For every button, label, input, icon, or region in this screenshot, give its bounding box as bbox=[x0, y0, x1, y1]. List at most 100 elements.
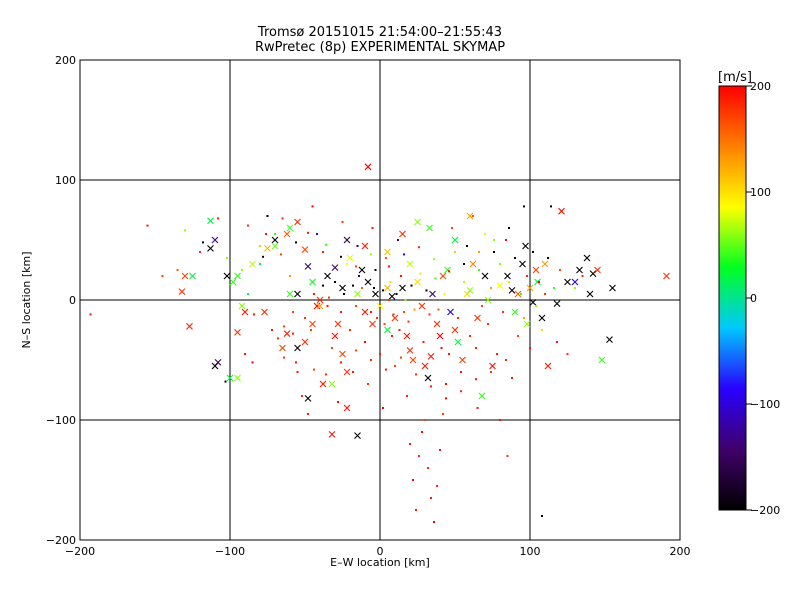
velocity-cross-marker bbox=[283, 230, 291, 238]
velocity-cross-marker bbox=[399, 230, 406, 238]
velocity-cross-marker bbox=[406, 347, 414, 354]
velocity-cross-marker bbox=[346, 254, 354, 262]
velocity-dot-marker bbox=[418, 246, 420, 249]
velocity-dot-marker bbox=[199, 251, 201, 253]
velocity-cross-marker bbox=[414, 218, 421, 226]
velocity-dot-marker bbox=[247, 224, 249, 227]
velocity-cross-marker bbox=[343, 404, 351, 412]
velocity-cross-marker bbox=[522, 242, 529, 250]
velocity-dot-marker bbox=[400, 356, 402, 359]
velocity-cross-marker bbox=[372, 290, 379, 298]
velocity-dot-marker bbox=[355, 349, 357, 352]
velocity-dot-marker bbox=[406, 395, 408, 397]
velocity-dot-marker bbox=[241, 269, 243, 271]
velocity-cross-marker bbox=[508, 287, 516, 294]
velocity-dot-marker bbox=[454, 251, 456, 253]
velocity-cross-marker bbox=[334, 320, 342, 328]
velocity-dot-marker bbox=[389, 281, 392, 283]
velocity-dot-marker bbox=[292, 311, 294, 313]
velocity-dot-marker bbox=[313, 293, 315, 295]
velocity-cross-marker bbox=[271, 236, 279, 244]
velocity-cross-marker bbox=[279, 344, 286, 352]
velocity-cross-marker bbox=[226, 374, 234, 382]
velocity-dot-marker bbox=[289, 275, 291, 277]
velocity-dot-marker bbox=[581, 275, 584, 277]
velocity-cross-marker bbox=[304, 395, 312, 402]
velocity-cross-marker bbox=[286, 224, 294, 232]
velocity-dot-marker bbox=[475, 347, 477, 349]
velocity-dot-marker bbox=[460, 390, 462, 393]
velocity-cross-marker bbox=[361, 242, 369, 250]
velocity-dot-marker bbox=[337, 401, 339, 403]
velocity-dot-marker bbox=[463, 281, 465, 283]
velocity-cross-marker bbox=[328, 380, 336, 388]
velocity-dot-marker bbox=[244, 353, 246, 355]
velocity-dot-marker bbox=[316, 233, 318, 235]
colorbar-tick-label: 100 bbox=[750, 186, 771, 199]
velocity-dot-marker bbox=[506, 455, 509, 457]
velocity-dot-marker bbox=[523, 317, 525, 319]
chart-title: Tromsø 20151015 21:54:00–21:55:43 bbox=[257, 25, 502, 40]
velocity-dot-marker bbox=[283, 325, 285, 328]
velocity-dot-marker bbox=[176, 269, 179, 271]
velocity-dot-marker bbox=[448, 353, 450, 355]
velocity-dot-marker bbox=[349, 329, 351, 331]
velocity-cross-marker bbox=[514, 290, 522, 298]
velocity-dot-marker bbox=[397, 239, 399, 241]
x-tick-label: 100 bbox=[520, 545, 541, 558]
velocity-cross-marker bbox=[586, 290, 594, 298]
velocity-dot-marker bbox=[412, 479, 414, 481]
velocity-cross-marker bbox=[511, 308, 519, 316]
velocity-cross-marker bbox=[489, 362, 496, 370]
velocity-dot-marker bbox=[370, 311, 372, 313]
velocity-cross-marker bbox=[328, 431, 336, 438]
velocity-cross-marker bbox=[421, 362, 429, 370]
velocity-cross-marker bbox=[343, 368, 351, 376]
velocity-cross-marker bbox=[589, 270, 597, 277]
velocity-dot-marker bbox=[259, 245, 261, 247]
velocity-dot-marker bbox=[451, 227, 453, 229]
velocity-cross-marker bbox=[331, 332, 339, 340]
velocity-dot-marker bbox=[434, 277, 437, 280]
velocity-cross-marker bbox=[399, 284, 406, 292]
velocity-cross-marker bbox=[519, 260, 526, 268]
velocity-dot-marker bbox=[304, 317, 306, 319]
velocity-dot-marker bbox=[532, 251, 534, 253]
velocity-cross-marker bbox=[504, 272, 511, 280]
velocity-dot-marker bbox=[398, 329, 401, 331]
velocity-cross-marker bbox=[178, 288, 186, 295]
velocity-dot-marker bbox=[508, 227, 510, 229]
velocity-dot-marker bbox=[430, 497, 432, 499]
velocity-cross-marker bbox=[609, 284, 616, 292]
velocity-dot-marker bbox=[295, 241, 297, 244]
velocity-cross-marker bbox=[384, 326, 391, 334]
velocity-cross-marker bbox=[553, 300, 561, 307]
velocity-dot-marker bbox=[418, 455, 420, 457]
velocity-dot-marker bbox=[271, 329, 273, 331]
velocity-dot-marker bbox=[440, 347, 443, 349]
velocity-dot-marker bbox=[425, 289, 428, 292]
velocity-dot-marker bbox=[526, 275, 528, 277]
velocity-dot-marker bbox=[388, 265, 390, 268]
velocity-cross-marker bbox=[558, 207, 565, 215]
velocity-cross-marker bbox=[481, 272, 489, 280]
velocity-cross-marker bbox=[324, 272, 331, 280]
velocity-dot-marker bbox=[421, 431, 423, 433]
velocity-dot-marker bbox=[340, 255, 342, 258]
velocity-dot-marker bbox=[313, 368, 315, 371]
velocity-dot-marker bbox=[385, 368, 387, 371]
velocity-dot-marker bbox=[295, 361, 297, 364]
colorbar-tick-label: 200 bbox=[750, 80, 771, 93]
velocity-dot-marker bbox=[394, 365, 396, 367]
velocity-dot-marker bbox=[415, 373, 417, 376]
velocity-cross-marker bbox=[454, 338, 462, 346]
velocity-dot-marker bbox=[422, 341, 425, 343]
velocity-cross-marker bbox=[331, 264, 339, 271]
velocity-cross-marker bbox=[343, 236, 351, 244]
chart-subtitle: RwPretec (8p) EXPERIMENTAL SKYMAP bbox=[255, 40, 505, 55]
velocity-dot-marker bbox=[508, 281, 510, 283]
velocity-dot-marker bbox=[358, 275, 360, 277]
velocity-dot-marker bbox=[487, 323, 489, 325]
velocity-cross-marker bbox=[544, 362, 552, 370]
velocity-dot-marker bbox=[334, 281, 336, 283]
